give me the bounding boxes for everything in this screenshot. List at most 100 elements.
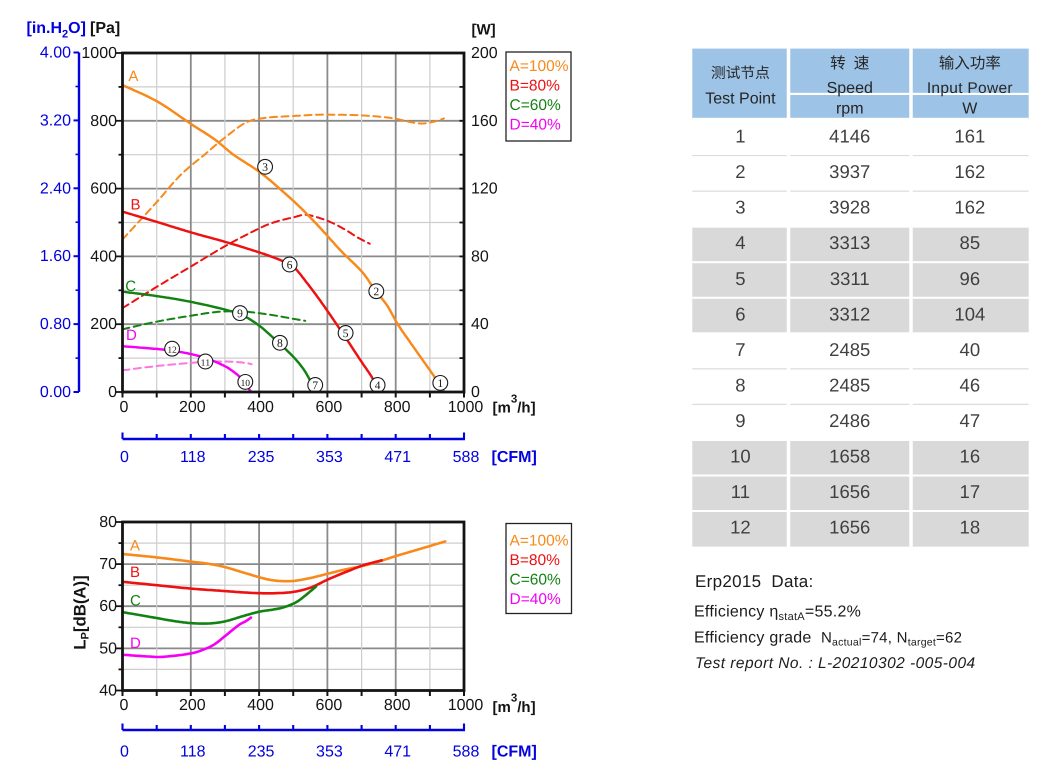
svg-text:Efficiency ηstatA=55.2%: Efficiency ηstatA=55.2%	[694, 604, 861, 624]
svg-text:Speed: Speed	[827, 80, 873, 97]
svg-text:6: 6	[735, 303, 745, 324]
svg-text:C=60%: C=60%	[510, 572, 561, 589]
svg-text:471: 471	[384, 449, 411, 466]
svg-text:80: 80	[471, 248, 489, 265]
svg-text:118: 118	[180, 449, 206, 466]
svg-text:800: 800	[384, 697, 411, 714]
svg-text:0: 0	[471, 384, 480, 401]
svg-text:D=40%: D=40%	[510, 591, 561, 608]
svg-text:11: 11	[731, 481, 750, 502]
svg-text:353: 353	[316, 744, 343, 761]
svg-text:46: 46	[960, 374, 981, 395]
svg-text:0: 0	[120, 744, 129, 761]
svg-text:C=60%: C=60%	[510, 97, 561, 114]
svg-text:18: 18	[960, 517, 981, 538]
svg-text:Erp2015 Data:: Erp2015 Data:	[695, 572, 814, 591]
svg-text:4.00: 4.00	[40, 45, 71, 62]
svg-text:588: 588	[453, 744, 480, 761]
svg-text:D=40%: D=40%	[510, 117, 561, 134]
svg-text:7: 7	[735, 339, 745, 360]
svg-text:85: 85	[960, 232, 981, 253]
svg-text:3312: 3312	[829, 303, 870, 324]
svg-text:10: 10	[730, 446, 751, 467]
svg-text:0.80: 0.80	[40, 316, 71, 333]
svg-text:2485: 2485	[829, 339, 870, 360]
svg-text:50: 50	[99, 640, 117, 657]
svg-text:588: 588	[453, 449, 480, 466]
svg-text:1000: 1000	[448, 697, 484, 714]
svg-text:D: D	[126, 327, 137, 344]
svg-text:3.20: 3.20	[40, 112, 71, 129]
svg-text:600: 600	[316, 399, 343, 416]
svg-text:[Pa]: [Pa]	[90, 20, 120, 37]
svg-text:1000: 1000	[448, 399, 484, 416]
svg-text:161: 161	[954, 126, 985, 147]
svg-text:W: W	[962, 100, 978, 117]
svg-text:2: 2	[735, 161, 745, 182]
svg-text:B=80%: B=80%	[510, 552, 561, 569]
svg-text:80: 80	[99, 514, 117, 531]
svg-text:3313: 3313	[829, 232, 870, 253]
svg-text:0: 0	[120, 697, 129, 714]
svg-text:471: 471	[384, 744, 411, 761]
svg-text:C: C	[125, 278, 136, 295]
svg-text:235: 235	[248, 744, 275, 761]
svg-text:600: 600	[316, 697, 343, 714]
svg-text:1000: 1000	[81, 45, 117, 62]
svg-text:2485: 2485	[829, 374, 870, 395]
svg-text:[m3/h]: [m3/h]	[493, 693, 536, 716]
svg-text:A=100%: A=100%	[510, 58, 569, 75]
svg-text:3: 3	[735, 197, 745, 218]
svg-text:600: 600	[90, 181, 117, 198]
svg-text:Test report No. : L-20210302 -: Test report No. : L-20210302 -005-004	[695, 655, 976, 672]
svg-text:400: 400	[90, 248, 117, 265]
svg-text:4: 4	[735, 232, 745, 253]
svg-text:200: 200	[471, 45, 498, 62]
svg-text:40: 40	[960, 339, 981, 360]
svg-text:118: 118	[180, 744, 206, 761]
svg-text:162: 162	[954, 161, 985, 182]
svg-text:40: 40	[471, 316, 489, 333]
svg-text:4146: 4146	[829, 126, 870, 147]
svg-text:0: 0	[108, 384, 117, 401]
svg-text:A=100%: A=100%	[510, 533, 569, 550]
svg-text:16: 16	[960, 446, 981, 467]
svg-text:[m3/h]: [m3/h]	[493, 394, 536, 417]
svg-text:B: B	[130, 564, 140, 581]
svg-text:400: 400	[247, 399, 274, 416]
svg-text:[CFM]: [CFM]	[492, 449, 537, 466]
svg-text:162: 162	[954, 197, 985, 218]
svg-text:3937: 3937	[829, 161, 870, 182]
svg-text:1658: 1658	[829, 446, 870, 467]
svg-text:rpm: rpm	[836, 100, 864, 117]
svg-text:12: 12	[730, 517, 751, 538]
svg-text:120: 120	[471, 181, 498, 198]
svg-text:800: 800	[90, 113, 117, 130]
svg-text:3928: 3928	[829, 197, 870, 218]
svg-text:2486: 2486	[829, 410, 870, 431]
svg-text:800: 800	[384, 399, 411, 416]
svg-text:1656: 1656	[829, 517, 870, 538]
svg-text:A: A	[130, 538, 140, 555]
svg-text:[in.H2O]: [in.H2O]	[27, 20, 86, 41]
svg-text:104: 104	[954, 303, 985, 324]
svg-text:C: C	[130, 593, 141, 610]
svg-text:5: 5	[735, 268, 745, 289]
svg-text:8: 8	[735, 374, 745, 395]
svg-text:1: 1	[735, 126, 745, 147]
svg-text:160: 160	[471, 113, 498, 130]
svg-text:[CFM]: [CFM]	[492, 744, 537, 761]
svg-text:Efficiency grade Nactual=74,: Efficiency grade Nactual=74, Ntarget=62	[694, 630, 962, 649]
svg-text:70: 70	[99, 556, 117, 573]
svg-text:A: A	[128, 68, 138, 85]
svg-text:[W]: [W]	[472, 22, 496, 39]
svg-text:3311: 3311	[830, 268, 870, 289]
svg-text:200: 200	[90, 316, 117, 333]
svg-text:200: 200	[179, 399, 206, 416]
svg-text:60: 60	[99, 598, 117, 615]
svg-text:1656: 1656	[829, 481, 870, 502]
svg-text:LP[dB(A)]: LP[dB(A)]	[71, 575, 92, 649]
svg-text:B=80%: B=80%	[510, 78, 561, 95]
svg-text:17: 17	[960, 481, 981, 502]
svg-text:0.00: 0.00	[40, 384, 71, 401]
